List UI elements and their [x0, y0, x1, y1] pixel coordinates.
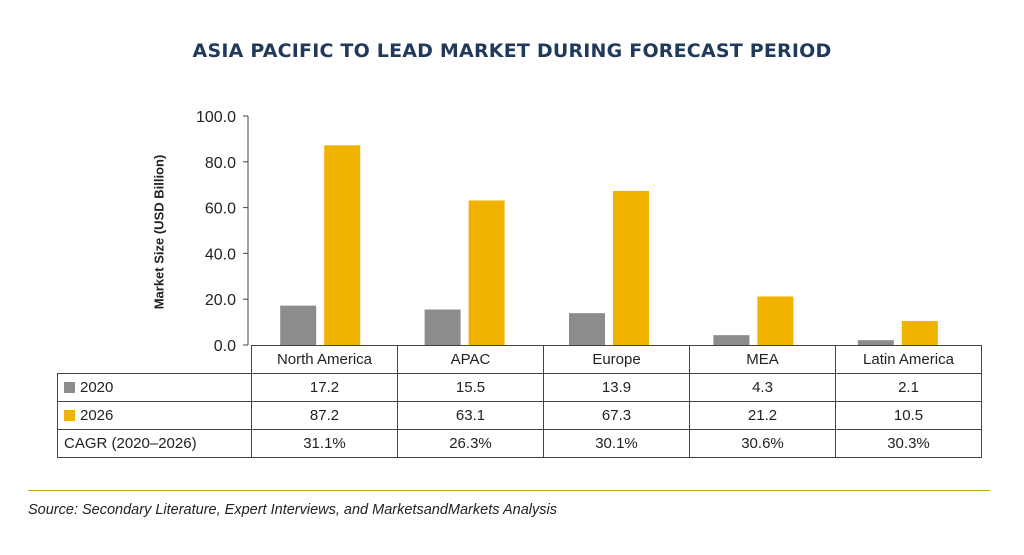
table-cell: 31.1%: [251, 429, 398, 458]
table-header-row: North America APAC Europe MEA Latin Amer…: [58, 345, 982, 374]
table-cell: 2.1: [835, 373, 982, 402]
bar-2026-apac: [468, 200, 505, 345]
source-divider: [28, 490, 990, 491]
bar-2026-europe: [613, 190, 649, 345]
bar-2020-north-america: [280, 305, 317, 345]
table-header-cell: APAC: [397, 345, 544, 374]
y-tick-label: 80.0: [205, 155, 236, 172]
legend-swatch-2020: [64, 382, 75, 393]
y-tick-label: 100.0: [196, 109, 236, 126]
table-header-cell: Europe: [543, 345, 690, 374]
table-cell: 13.9: [543, 373, 690, 402]
data-table: North America APAC Europe MEA Latin Amer…: [57, 345, 982, 458]
legend-label-2026: 2026: [80, 407, 114, 424]
table-cell: 30.6%: [689, 429, 836, 458]
table-header-cell: Latin America: [835, 345, 982, 374]
y-tick-label: 0.0: [214, 338, 236, 355]
table-corner: [58, 346, 252, 374]
table-cell: 10.5: [835, 401, 982, 430]
bar-2026-north-america: [324, 145, 361, 345]
source-note: Source: Secondary Literature, Expert Int…: [28, 502, 557, 518]
bar-chart: 100.0 80.0 60.0 40.0 20.0 0.0: [196, 109, 938, 355]
bar-2020-latin-america: [857, 340, 894, 345]
table-cell: 15.5: [397, 373, 544, 402]
bar-2026-mea: [757, 296, 794, 345]
legend-2020: 2020: [57, 373, 252, 402]
table-header-cell: MEA: [689, 345, 836, 374]
bar-2020-apac: [424, 309, 461, 345]
table-cell: 30.1%: [543, 429, 690, 458]
table-row-2020: 2020 17.2 15.5 13.9 4.3 2.1: [57, 373, 982, 402]
bar-2020-europe: [569, 313, 605, 345]
table-header-cell: North America: [251, 345, 398, 374]
table-row-label-cagr: CAGR (2020–2026): [57, 429, 252, 458]
chart-title: ASIA PACIFIC TO LEAD MARKET DURING FOREC…: [192, 40, 832, 62]
legend-label-2020: 2020: [80, 379, 114, 396]
bar-2026-latin-america: [901, 320, 938, 345]
table-row-2026: 2026 87.2 63.1 67.3 21.2 10.5: [57, 401, 982, 430]
legend-2026: 2026: [57, 401, 252, 430]
table-row-cagr: CAGR (2020–2026) 31.1% 26.3% 30.1% 30.6%…: [57, 429, 982, 458]
y-tick-label: 40.0: [205, 246, 236, 263]
table-cell: 63.1: [397, 401, 544, 430]
bar-2020-mea: [713, 335, 750, 345]
table-cell: 4.3: [689, 373, 836, 402]
table-cell: 67.3: [543, 401, 690, 430]
y-tick-label: 60.0: [205, 201, 236, 218]
y-tick-label: 20.0: [205, 292, 236, 309]
table-cell: 30.3%: [835, 429, 982, 458]
table-cell: 21.2: [689, 401, 836, 430]
legend-swatch-2026: [64, 410, 75, 421]
table-cell: 87.2: [251, 401, 398, 430]
table-cell: 17.2: [251, 373, 398, 402]
table-cell: 26.3%: [397, 429, 544, 458]
